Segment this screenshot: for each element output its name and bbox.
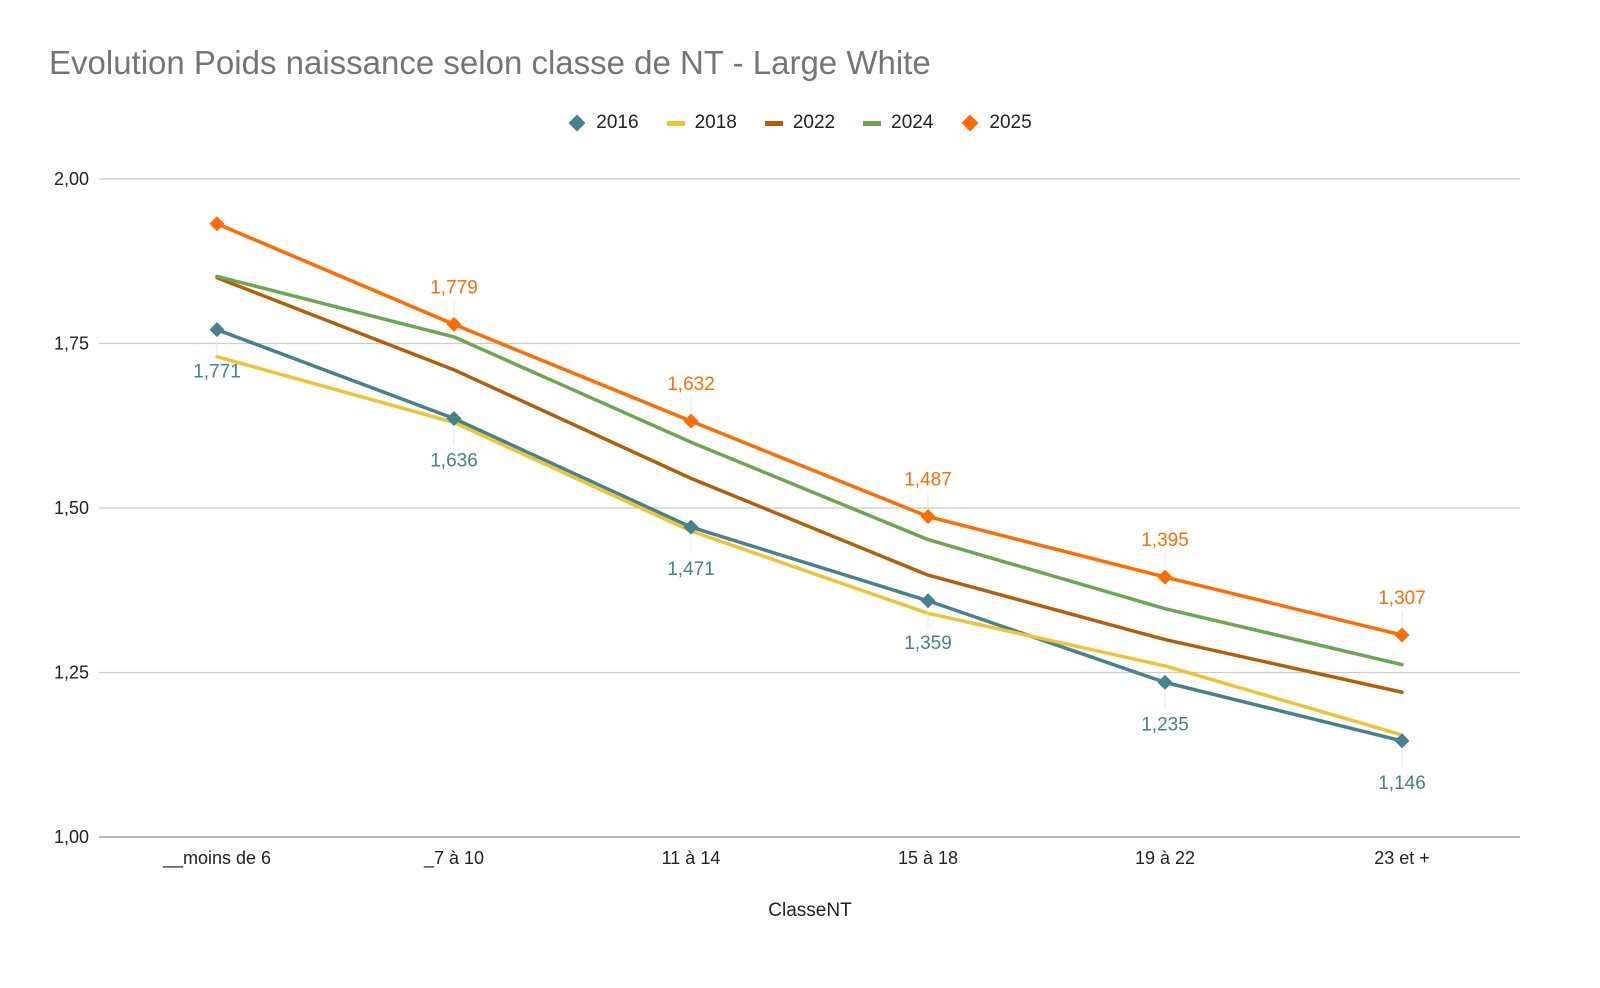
series-2016-line <box>215 327 1404 743</box>
series-lines <box>215 221 1404 743</box>
x-category-label: 11 à 14 <box>662 848 721 868</box>
x-category-label: 23 et + <box>1374 848 1430 868</box>
x-category-label: __moins de 6 <box>162 848 271 869</box>
legend-item-2025[interactable]: 2025 <box>961 112 1032 134</box>
legend-label: 2018 <box>694 112 737 133</box>
y-axis-ticks: 1,00 1,25 1,50 1,75 2,00 <box>54 169 89 847</box>
x-category-label: 15 à 18 <box>898 848 958 868</box>
series-markers <box>209 216 1410 749</box>
series-2025-point <box>683 413 699 429</box>
series-2025-point <box>446 316 462 332</box>
legend-item-2018[interactable]: 2018 <box>666 112 737 134</box>
legend-item-2022[interactable]: 2022 <box>764 112 836 134</box>
series-2016-data-label: 1,235 <box>1141 714 1189 735</box>
series-2025-data-label: 1,487 <box>904 470 952 491</box>
series-2016-point <box>446 411 462 427</box>
legend-label: 2025 <box>989 112 1032 133</box>
series-2018-line <box>215 354 1404 737</box>
y-tick-label: 1,00 <box>54 827 89 847</box>
series-2016-point <box>683 519 699 535</box>
y-tick-label: 1,75 <box>54 334 89 354</box>
series-2016-point <box>209 322 225 338</box>
series-2025-data-label: 1,632 <box>667 374 715 395</box>
y-tick-label: 2,00 <box>54 169 89 189</box>
series-2024-line <box>215 274 1404 667</box>
x-axis-ticks: __moins de 6 _7 à 10 11 à 14 15 à 18 19 à 22… <box>162 848 1430 869</box>
series-2025-point <box>920 509 936 525</box>
series-2016-data-label: 1,146 <box>1378 773 1426 794</box>
series-2016-data-label: 1,359 <box>904 633 952 654</box>
gridlines <box>99 178 1520 838</box>
legend-item-2016[interactable]: 2016 <box>568 112 639 134</box>
series-2016-data-label: 1,771 <box>193 362 241 383</box>
data-labels: 1,771 1,636 1,471 1,359 1,235 1,146 1,779 1,632… <box>193 277 1426 794</box>
y-tick-label: 1,25 <box>54 663 89 683</box>
y-tick-label: 1,50 <box>54 498 89 518</box>
x-category-label: 19 à 22 <box>1135 848 1195 868</box>
x-axis-title: ClasseNT <box>768 900 852 921</box>
legend-label: 2022 <box>792 112 836 133</box>
series-2025-point <box>209 216 225 232</box>
series-2025-data-label: 1,395 <box>1141 530 1189 551</box>
legend-label: 2016 <box>596 112 639 133</box>
legend-line-icon <box>764 120 783 126</box>
legend-label: 2024 <box>891 112 934 133</box>
chart-title: Evolution Poids naissance selon classe d… <box>49 44 931 81</box>
series-2016-point <box>920 593 936 609</box>
series-2025-point <box>1394 627 1410 643</box>
series-2016-point <box>1394 733 1410 749</box>
series-2025-data-label: 1,779 <box>430 277 478 298</box>
series-2016-data-label: 1,471 <box>667 559 715 580</box>
legend-line-icon <box>666 120 685 126</box>
series-2025-point <box>1157 569 1173 585</box>
legend-item-2024[interactable]: 2024 <box>863 112 933 134</box>
series-2016-point <box>1157 674 1173 690</box>
x-category-label: _7 à 10 <box>423 848 484 869</box>
series-2022-line <box>215 275 1404 694</box>
legend: 2016 2018 2022 2024 2025 <box>0 112 1600 134</box>
series-2025-line <box>215 221 1404 637</box>
legend-line-icon <box>863 120 882 126</box>
series-2016-data-label: 1,636 <box>430 451 478 472</box>
series-2025-data-label: 1,307 <box>1378 588 1426 609</box>
